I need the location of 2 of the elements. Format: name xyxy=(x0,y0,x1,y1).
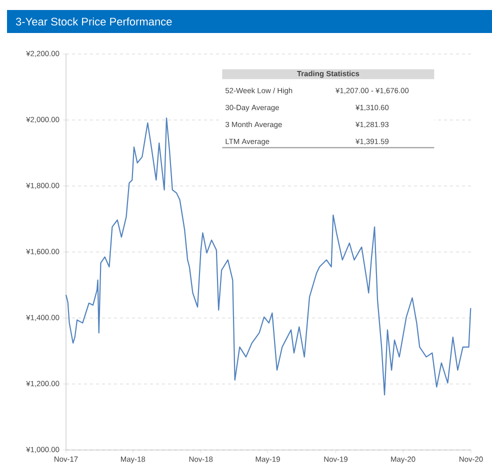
line-series xyxy=(65,117,472,396)
chart-title: 3-Year Stock Price Performance xyxy=(16,17,172,26)
